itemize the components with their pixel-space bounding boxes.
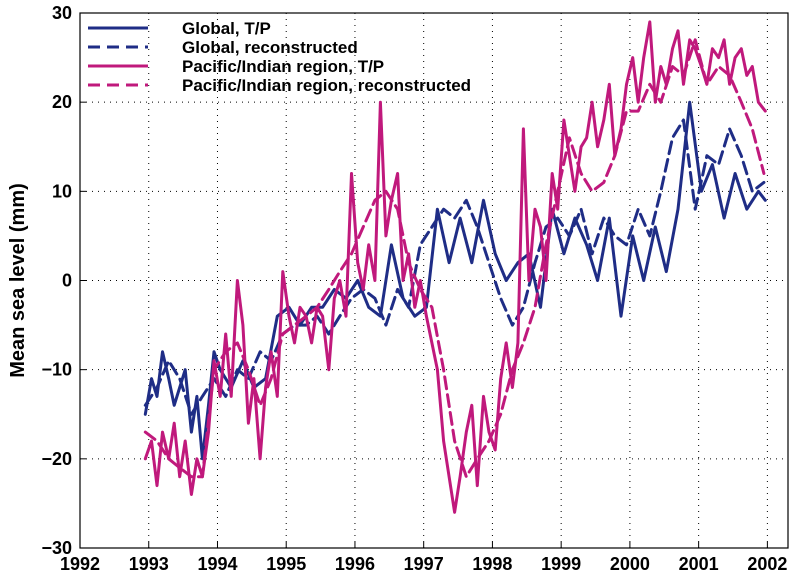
y-tick-label: −10 [41,360,72,380]
x-tick-label: 1996 [335,554,375,574]
x-tick-label: 1998 [472,554,512,574]
x-tick-label: 2002 [747,554,787,574]
x-tick-label: 2001 [679,554,719,574]
x-tick-label: 2000 [610,554,650,574]
tick-labels: 1992 1993 1994 1995 1996 1997 1998 1999 2000 2001… [41,3,787,574]
y-tick-label: −20 [41,449,72,469]
x-tick-label: 1995 [266,554,306,574]
y-tick-label: 10 [52,181,72,201]
y-tick-label: −30 [41,538,72,558]
y-axis-label: Mean sea level (mm) [7,183,29,378]
x-tick-label: 1999 [541,554,581,574]
series-line-0 [143,100,767,461]
legend-label: Pacific/Indian region, T/P [182,57,384,76]
x-tick-label: 1994 [197,554,237,574]
series-line-3 [143,38,766,479]
legend-label: Pacific/Indian region, reconstructed [182,76,471,95]
series-lines [143,20,767,514]
x-tick-label: 1997 [404,554,444,574]
x-tick-label: 1992 [60,554,100,574]
legend-label: Global, reconstructed [182,38,358,57]
legend-label: Global, T/P [182,19,271,38]
y-tick-label: 0 [62,271,72,291]
series-line-1 [143,118,766,416]
y-tick-label: 30 [52,3,72,23]
x-tick-label: 1993 [129,554,169,574]
y-tick-label: 20 [52,92,72,112]
series-line-2 [143,20,767,514]
